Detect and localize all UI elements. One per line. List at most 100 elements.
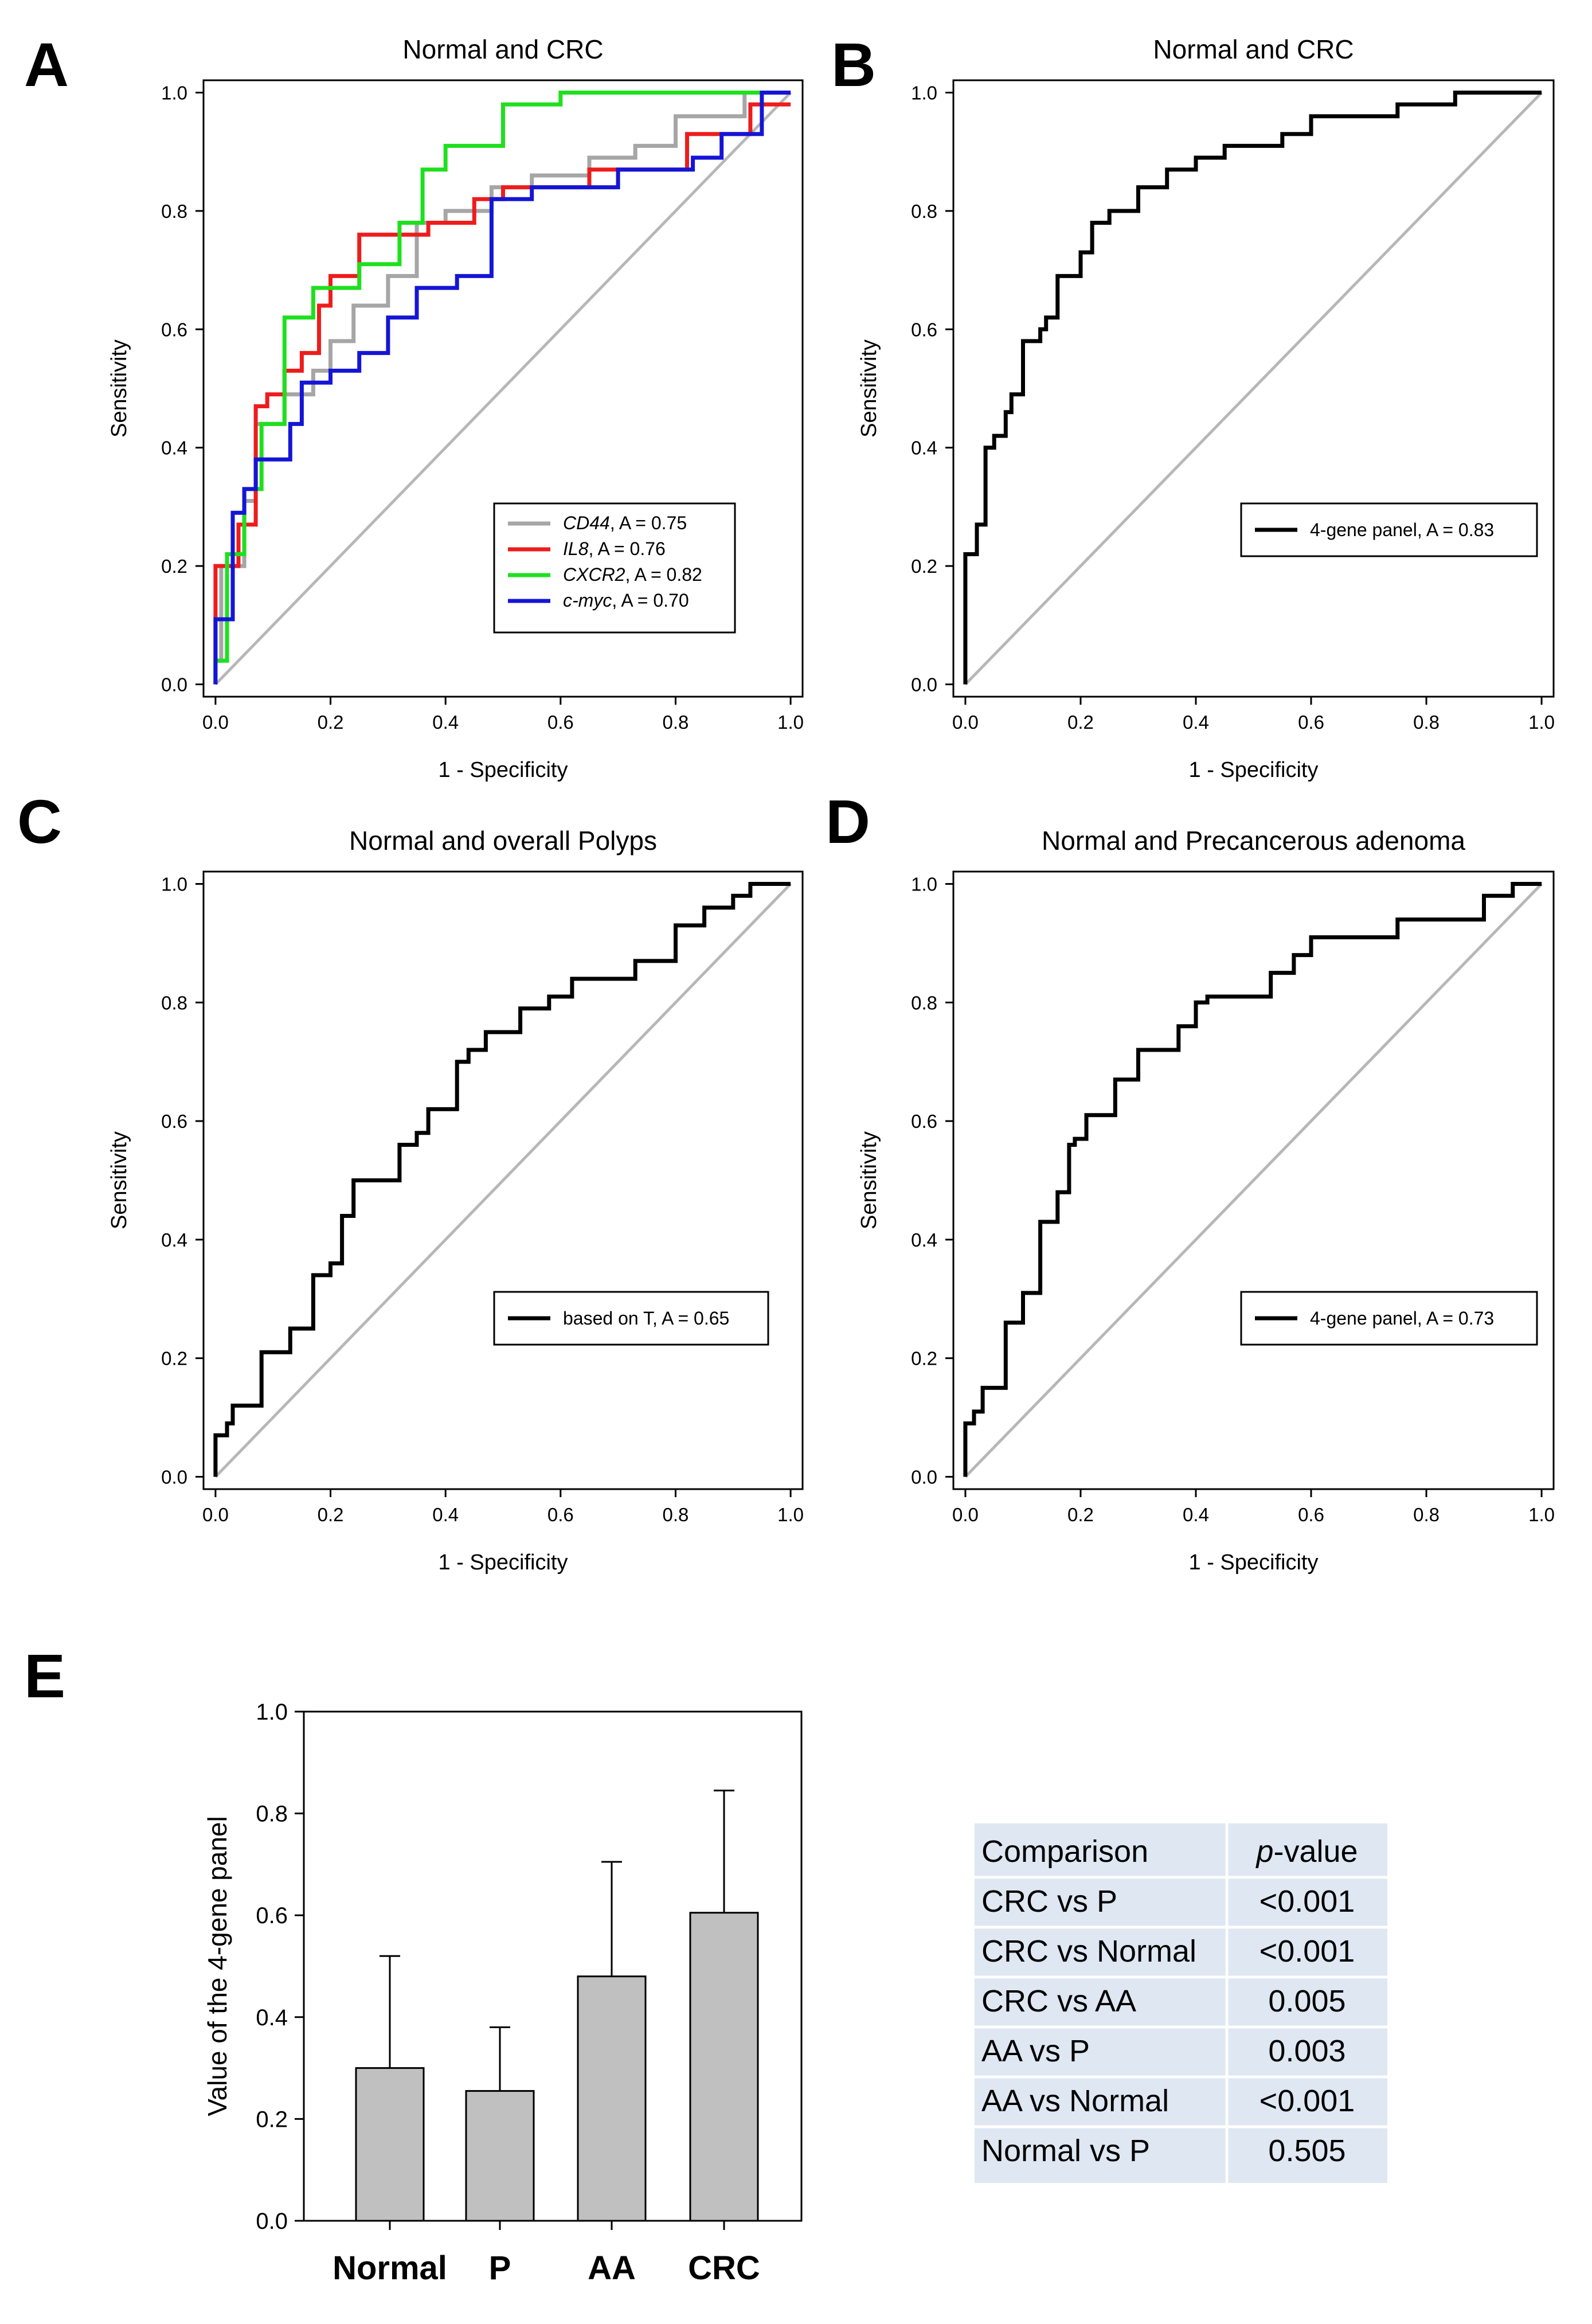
reference-diagonal <box>214 882 792 1478</box>
bar-aa <box>577 1975 647 2222</box>
x-tick-label: 0.0 <box>202 1504 229 1525</box>
table-cell-comparison: CRC vs Normal <box>981 1934 1196 1968</box>
table-cell-comparison: CRC vs AA <box>981 1984 1136 2018</box>
y-tick-label: 0.8 <box>161 201 187 222</box>
x-tick-label-normal: Normal <box>333 2249 447 2287</box>
plot-frame <box>303 1710 803 2222</box>
table-cell-comparison: Normal vs P <box>981 2134 1150 2168</box>
plot-frame <box>202 79 804 698</box>
roc-curve-cxcr2 <box>213 91 791 685</box>
x-tick-label: 0.0 <box>952 1504 979 1525</box>
roc-curve-c-myc <box>213 91 791 685</box>
x-tick-label: 0.8 <box>663 712 689 733</box>
table-cell-p-value: 0.005 <box>1268 1984 1345 2018</box>
panel-letter-b: B <box>831 30 876 99</box>
x-tick-label: 0.4 <box>1183 712 1209 733</box>
x-tick-label: 0.6 <box>547 1504 574 1525</box>
roc-curve-4-gene-panel-a-0-83 <box>963 91 1542 685</box>
x-tick-label: 0.2 <box>318 1504 344 1525</box>
x-tick-label: 0.2 <box>1067 712 1094 733</box>
y-tick-label: 1.0 <box>161 83 187 104</box>
legend-gene-name: IL8 <box>563 538 589 559</box>
table-cell-p-value: <0.001 <box>1259 1934 1355 1968</box>
table-cell-p-value: <0.001 <box>1259 1884 1355 1919</box>
x-tick-label-crc: CRC <box>688 2249 760 2287</box>
x-tick-label: 0.4 <box>432 1504 459 1525</box>
y-tick-label: 0.6 <box>161 319 187 340</box>
x-tick-label: 0.6 <box>1298 1504 1324 1525</box>
table-row: CRC vs P <0.001 <box>981 1884 1355 1919</box>
x-tick-label: 1.0 <box>777 712 804 733</box>
legend-label: 4-gene panel, A = 0.83 <box>1310 520 1494 540</box>
x-tick-label-p: P <box>489 2249 511 2287</box>
y-tick-label: 0.4 <box>161 1229 187 1251</box>
table-cell-p-value: <0.001 <box>1259 2084 1355 2118</box>
table-header-p-value: p-value <box>1255 1834 1358 1869</box>
plot-frame <box>202 870 804 1490</box>
x-tick-label: 1.0 <box>1528 1504 1555 1525</box>
legend: 4-gene panel, A = 0.73 <box>1240 1291 1538 1346</box>
x-tick-label: 1.0 <box>777 1504 804 1525</box>
y-axis-label: Sensitivity <box>107 339 131 438</box>
x-tick-label: 0.6 <box>1298 712 1324 733</box>
reference-diagonal <box>214 91 792 686</box>
chart-title: Normal and CRC <box>402 34 603 64</box>
axis-ticks: 0.0 0.2 0.4 0.6 0.8 1.0 0.0 0.2 0.4 0.6 0.8 1.0 <box>911 83 1555 733</box>
axis-ticks: 0.0 0.2 0.4 0.6 0.8 1.0 0.0 0.2 0.4 0.6 0.8 1.0 <box>911 874 1555 1525</box>
y-tick-label: 0.8 <box>256 1802 288 1827</box>
table-row: AA vs P 0.003 <box>981 2034 1346 2068</box>
x-tick-label: 0.0 <box>952 712 979 733</box>
y-tick-label: 1.0 <box>161 874 187 895</box>
x-tick-label: 0.6 <box>547 712 574 733</box>
plot-frame <box>952 870 1555 1490</box>
bar-normal <box>355 2067 425 2222</box>
table-row: CRC vs Normal <0.001 <box>981 1934 1355 1968</box>
table-row: CRC vs AA 0.005 <box>981 1984 1346 2018</box>
table-header-row: Comparison p-value <box>981 1834 1358 1869</box>
table-row: Normal vs P 0.505 <box>981 2134 1346 2168</box>
x-axis-label: 1 - Specificity <box>439 1550 568 1575</box>
y-tick-label: 0.4 <box>911 438 937 459</box>
y-tick-label: 0.6 <box>911 319 937 340</box>
legend-label: 4-gene panel, A = 0.73 <box>1310 1308 1494 1329</box>
table-cell-comparison: AA vs P <box>981 2034 1090 2068</box>
table-header-comparison: Comparison <box>981 1834 1148 1869</box>
y-tick-label: 0.8 <box>911 201 937 222</box>
plot-frame <box>952 79 1555 698</box>
y-tick-label: 0.8 <box>161 992 187 1013</box>
panel-letter-a: A <box>24 30 69 99</box>
axis-ticks: 0.0 0.2 0.4 0.6 0.8 1.0 0.0 0.2 0.4 0.6 0.8 1.0 <box>161 83 804 733</box>
legend-label: IL8, A = 0.76 <box>563 538 666 559</box>
y-tick-label: 0.6 <box>911 1111 937 1132</box>
axis-ticks: 0.0 0.2 0.4 0.6 0.8 1.0 0.0 0.2 0.4 0.6 0.8 1.0 <box>161 874 804 1525</box>
y-tick-label: 1.0 <box>911 874 937 895</box>
y-tick-label: 0.8 <box>911 992 937 1013</box>
legend-auc: , A = 0.76 <box>588 538 665 559</box>
x-tick-label-aa: AA <box>588 2249 636 2287</box>
bar-crc <box>689 1912 759 2222</box>
roc-curve-based-on-t-a-0-65 <box>213 882 791 1477</box>
y-axis-label: Sensitivity <box>857 339 881 438</box>
x-axis-label: 1 - Specificity <box>1189 758 1319 782</box>
roc-chart-d: Normal and Precancerous adenoma 0.0 0.2 0.4… <box>857 826 1555 1575</box>
legend: based on T, A = 0.65 <box>493 1291 769 1346</box>
legend-auc: , A = 0.70 <box>612 590 689 611</box>
x-tick-label: 0.2 <box>318 712 344 733</box>
panel-letter-e: E <box>24 1641 65 1710</box>
panel-letter-c: C <box>17 787 62 856</box>
legend-label: c-myc, A = 0.70 <box>563 590 689 611</box>
y-tick-label: 0.6 <box>256 1903 288 1928</box>
x-tick-label: 0.2 <box>1067 1504 1094 1525</box>
bar-chart-e: 0.0 0.2 0.4 0.6 0.8 1.0 Value of the 4-gene pa… <box>202 1700 803 2287</box>
y-tick-label: 0.0 <box>256 2209 288 2234</box>
x-tick-label: 0.4 <box>1183 1504 1209 1525</box>
table-background <box>975 1823 1387 2183</box>
y-tick-label: 0.0 <box>161 674 187 696</box>
legend-gene-name: c-myc <box>563 590 612 611</box>
chart-title: Normal and Precancerous adenoma <box>1042 826 1465 856</box>
y-tick-label: 0.2 <box>161 556 187 577</box>
